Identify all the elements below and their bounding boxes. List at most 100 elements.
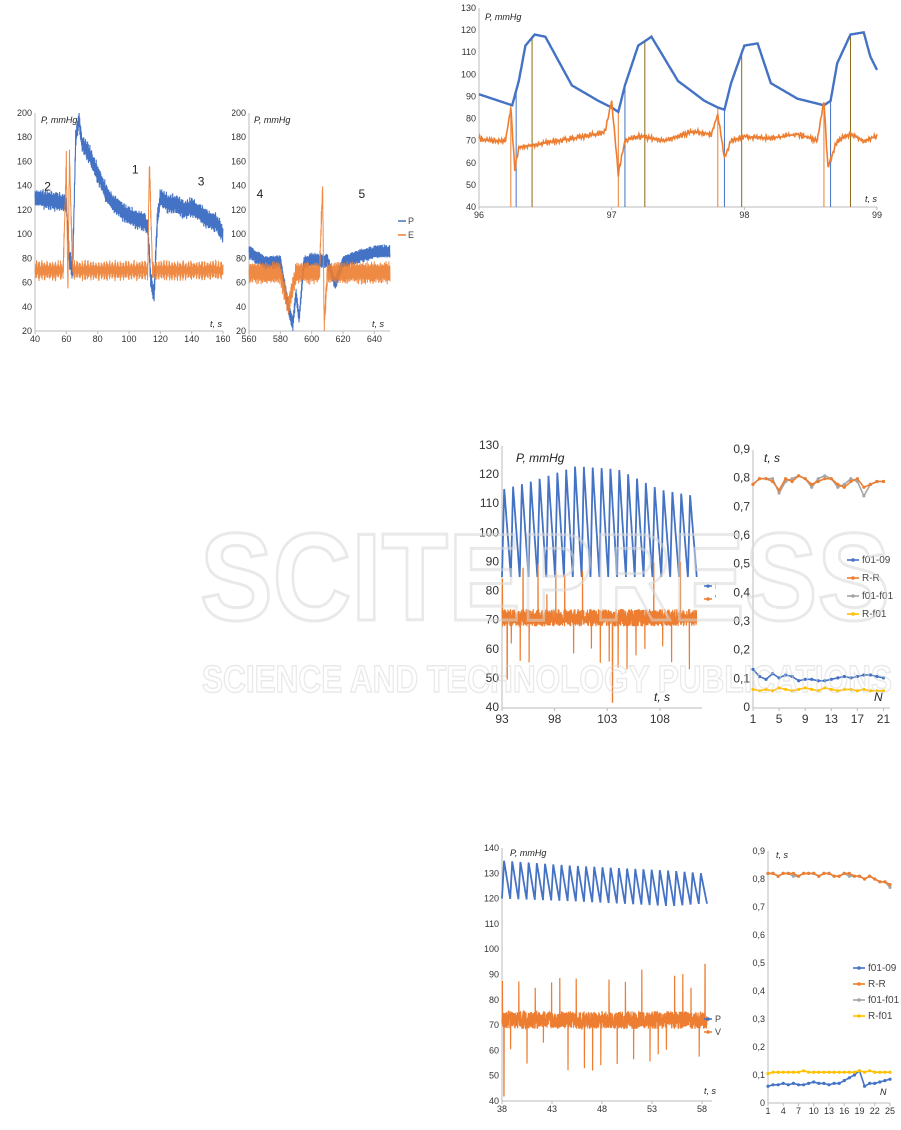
region-label: 3 [198,175,205,189]
data-point [766,1072,770,1076]
data-point [757,689,762,693]
x-axis-label: t, s [210,319,223,329]
data-point [829,477,833,481]
data-point [776,1070,780,1074]
legend-marker-r-f01 [857,1014,861,1018]
y-tick-label: 0,3 [752,1014,765,1024]
region-label: 2 [44,180,51,194]
region-label: 5 [358,187,365,201]
legend-label-v: V [715,1027,721,1037]
data-point [796,1083,801,1087]
region-label: 4 [257,187,264,201]
x-tick-label: 580 [273,334,288,344]
x-tick-label: 108 [650,712,670,726]
y-tick-label: 60 [22,278,32,288]
data-point [771,1070,775,1074]
data-point [881,689,886,693]
data-point [837,1070,841,1074]
data-point [817,1070,821,1074]
y-tick-label: 60 [466,158,476,168]
data-point [837,1081,841,1085]
x-tick-label: 97 [607,210,617,220]
x-tick-label: 93 [495,712,509,726]
legend-label-e: E [408,230,414,240]
series-v-line [501,963,708,1097]
legend-label-f01-09: f01-09 [868,963,897,974]
y-tick-label: 110 [480,496,499,510]
x-tick-label: 140 [184,334,199,344]
x-axis-label: t, s [865,194,878,204]
data-point [816,689,820,693]
data-point [797,474,801,478]
y-tick-label: 0,7 [733,499,750,513]
y-tick-label: 70 [489,1020,499,1030]
y-tick-label: 120 [461,25,476,35]
x-axis-label: t, s [654,690,670,704]
x-tick-label: 160 [215,334,230,344]
y-tick-label: 20 [22,326,32,336]
legend-label-r-r: R-R [868,979,886,990]
x-tick-label: 9 [802,712,809,726]
data-point [807,1081,811,1085]
x-tick-label: 5 [776,712,783,726]
y-tick-label: 160 [17,156,32,166]
series-f01-f01-line [768,872,891,888]
data-point [812,1080,816,1084]
data-point [781,1070,785,1074]
legend-label-r-f01: R-f01 [862,609,887,620]
data-point [816,679,820,683]
x-tick-label: 40 [30,334,40,344]
y-tick-label: 110 [462,47,476,57]
y-tick-label: 40 [236,302,246,312]
series-p-line [34,112,224,302]
legend-label-p: P [408,216,414,226]
data-point [791,874,796,878]
y-tick-label: 130 [484,868,499,878]
data-point [797,679,801,683]
legend-marker-p [706,584,710,588]
data-point [836,482,840,486]
y-tick-label: 140 [484,843,499,853]
data-point [849,687,853,691]
data-point [784,673,788,677]
x-tick-label: 96 [474,210,484,220]
y-tick-label: 110 [485,919,499,929]
data-point [801,871,806,875]
x-tick-label: 640 [367,334,382,344]
data-point [836,485,840,489]
y-tick-label: 100 [479,525,499,539]
y-tick-label: 130 [479,438,499,452]
data-point [878,1080,882,1084]
y-tick-label: 0,7 [752,902,765,912]
y-tick-label: 0,9 [733,442,750,456]
y-tick-label: 100 [232,229,246,239]
data-point [852,1073,857,1077]
data-point [888,1070,892,1074]
x-tick-label: 10 [809,1106,819,1116]
data-point [766,1084,770,1088]
y-tick-label: 120 [232,205,246,215]
x-tick-label: 60 [61,334,71,344]
data-point [801,1069,806,1073]
data-point [816,477,820,481]
data-point [810,485,814,489]
data-point [849,479,853,484]
data-point [868,673,873,677]
x-tick-label: 48 [597,1104,607,1114]
region-label: 1 [132,163,139,177]
legend-marker-f01-09 [851,558,855,562]
data-point [875,479,879,484]
y-tick-label: 80 [236,253,246,263]
x-tick-label: 120 [153,334,168,344]
x-tick-label: 17 [851,712,865,726]
y-tick-label: 100 [17,229,32,239]
data-point [777,676,781,680]
y-tick-label: 0,5 [733,557,750,571]
data-point [862,485,866,489]
x-axis-label: N [874,690,883,704]
legend-label-r-r: R-R [862,573,880,584]
data-point [888,1077,892,1081]
data-point [873,1081,877,1085]
data-point [852,874,857,878]
y-tick-label: 0,4 [733,585,750,599]
